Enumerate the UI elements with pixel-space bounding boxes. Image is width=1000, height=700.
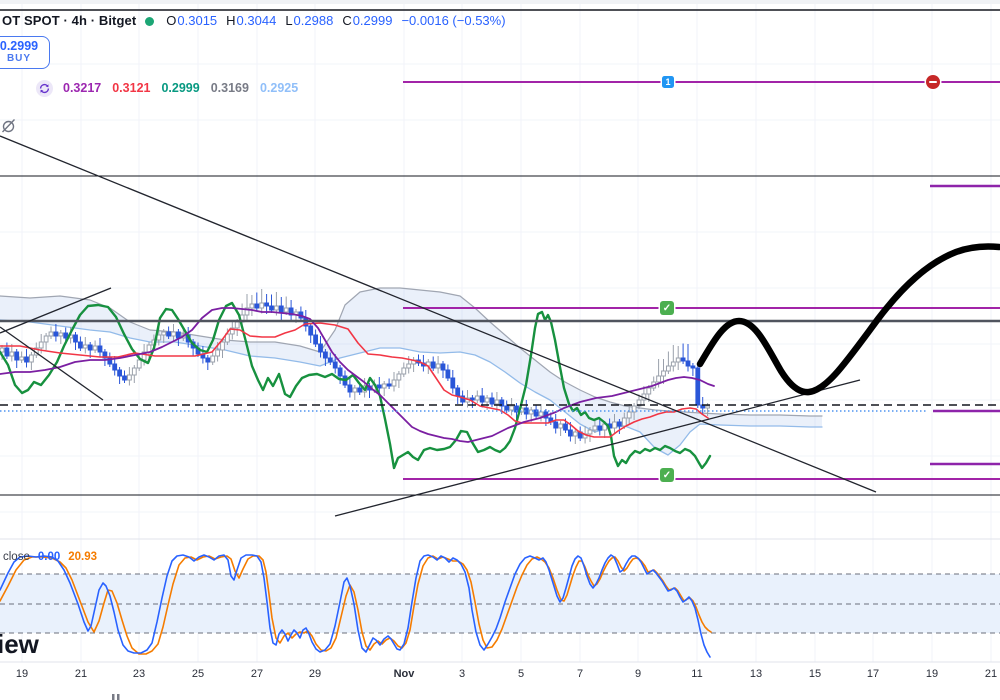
axis-label: 19 <box>15 668 29 680</box>
indicator-values: 0.3217 0.3121 0.2999 0.3169 0.2925 <box>63 81 309 95</box>
axis-label: 3 <box>458 668 466 680</box>
indicator-value: 0.2999 <box>161 81 200 95</box>
indicator-values-row: 0.3217 0.3121 0.2999 0.3169 0.2925 <box>36 79 309 97</box>
low-label: L <box>285 13 293 28</box>
axis-label: 9 <box>634 668 642 680</box>
axis-label: 17 <box>866 668 880 680</box>
circular-arrows-icon <box>39 83 50 93</box>
oscillator-legend[interactable]: close 0.00 20.93 <box>3 551 97 563</box>
time-axis[interactable]: 19 21 23 25 27 29 Nov 3 5 7 9 11 13 15 17 19 21 <box>0 668 1000 684</box>
axis-label: 15 <box>808 668 822 680</box>
low-value: 0.2988 <box>293 13 334 28</box>
indicator-value: 0.3217 <box>63 81 102 95</box>
axis-label: 21 <box>74 668 88 680</box>
close-value: 0.2999 <box>352 13 393 28</box>
axis-label: 23 <box>132 668 146 680</box>
buy-label: BUY <box>6 53 32 64</box>
axis-label: 27 <box>250 668 264 680</box>
indicator-value: 0.3121 <box>112 81 151 95</box>
position-count-badge[interactable]: 1 <box>662 76 674 88</box>
axis-label: 19 <box>925 668 939 680</box>
check-badge[interactable]: ✓ <box>660 468 674 482</box>
check-badge[interactable]: ✓ <box>660 301 674 315</box>
oscillator-k-value: 0.00 <box>37 551 61 563</box>
open-value: 0.3015 <box>177 13 218 28</box>
indicator-value: 0.3169 <box>210 81 249 95</box>
axis-label: 25 <box>191 668 205 680</box>
no-entry-badge[interactable] <box>926 75 940 89</box>
symbol-title[interactable]: OT SPOT · 4h · Bitget <box>2 13 137 28</box>
axis-label: 11 <box>691 668 703 680</box>
axis-label: 13 <box>749 668 763 680</box>
market-status-icon <box>145 17 155 26</box>
buy-price: 0.2999 <box>0 39 39 53</box>
indicator-value: 0.2925 <box>259 81 299 95</box>
axis-label: 5 <box>517 668 525 680</box>
change-value: −0.0016 (−0.53%) <box>401 13 506 28</box>
close-label: C <box>342 13 352 28</box>
symbol-header: OT SPOT · 4h · Bitget O0.3015 H0.3044 L0.29… <box>2 13 506 28</box>
axis-label: 7 <box>576 668 584 680</box>
high-value: 0.3044 <box>236 13 277 28</box>
axis-label: Nov <box>393 668 415 680</box>
buy-button[interactable]: 0.2999 BUY <box>0 36 50 69</box>
axis-label: 21 <box>984 668 998 680</box>
oscillator-d-value: 20.93 <box>68 551 98 563</box>
axis-label: 29 <box>308 668 322 680</box>
high-label: H <box>226 13 236 28</box>
open-label: O <box>166 13 177 28</box>
hidden-drawing-eye-icon[interactable] <box>1 118 17 134</box>
tradingview-watermark: iew <box>0 629 39 659</box>
oscillator-source-label: close <box>3 551 30 563</box>
sync-icon[interactable] <box>36 79 53 97</box>
top-border <box>0 0 1000 4</box>
